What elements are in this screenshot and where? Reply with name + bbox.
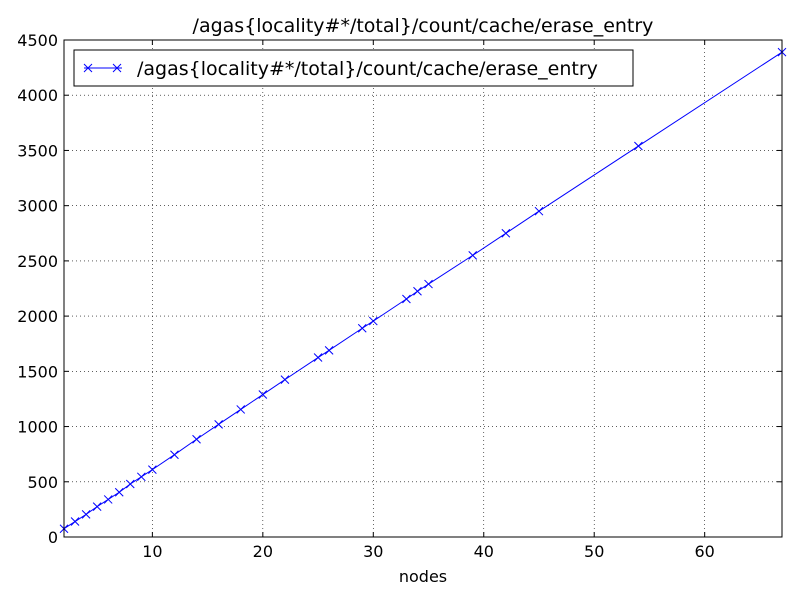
x-tick-label: 30 [363,542,383,561]
data-point-marker [136,472,146,482]
y-tick-label: 2000 [17,307,58,326]
legend: /agas{locality#*/total}/count/cache/eras… [73,49,634,87]
data-point-marker [92,502,102,511]
data-point-marker [192,434,201,444]
data-point-marker [280,375,290,384]
data-point-marker [114,487,124,497]
x-tick-label: 60 [694,542,714,561]
data-point-marker [81,510,91,519]
marker-layer [59,47,787,534]
y-tick-label: 1000 [17,418,58,437]
data-point-marker [214,419,223,429]
data-point-marker [258,390,268,399]
plot-area-frame [63,39,783,538]
y-tick-label: 2500 [17,252,58,271]
data-point-marker [634,141,643,151]
data-point-marker [103,495,113,504]
legend-label: /agas{locality#*/total}/count/cache/eras… [137,58,598,80]
grid [64,40,782,537]
data-point-marker [368,316,378,326]
chart-title: /agas{locality#*/total}/count/cache/eras… [193,15,654,37]
y-tick-label: 4500 [17,31,58,50]
x-tick-label: 40 [474,542,494,561]
axis-ticks: 10 20 30 40 50 60 0 500 1000 1500 2000 2500 3000 3500… [17,31,782,561]
data-point-marker [357,323,367,333]
data-point-marker [236,405,246,414]
x-tick-label: 10 [142,542,162,561]
data-point-marker [424,279,433,289]
data-point-marker [170,450,179,460]
data-point-marker [125,479,135,489]
y-tick-label: 500 [27,473,58,492]
x-axis-label: nodes [399,567,447,586]
y-tick-label: 0 [48,528,58,547]
x-tick-label: 20 [253,542,273,561]
y-tick-label: 1500 [17,362,58,381]
data-point-marker [148,465,157,474]
data-point-marker [501,228,511,238]
y-tick-label: 4000 [17,86,58,105]
data-point-marker [468,251,478,260]
y-tick-label: 3000 [17,197,58,216]
data-point-marker [70,517,80,526]
data-point-marker [324,345,334,355]
data-point-marker [313,353,323,362]
data-point-marker [402,294,411,304]
y-tick-label: 3500 [17,141,58,160]
legend-box [73,49,634,87]
x-tick-label: 50 [584,542,604,561]
data-point-marker [534,206,544,216]
data-point-marker [413,286,422,296]
legend-marker-swatch [83,63,122,73]
